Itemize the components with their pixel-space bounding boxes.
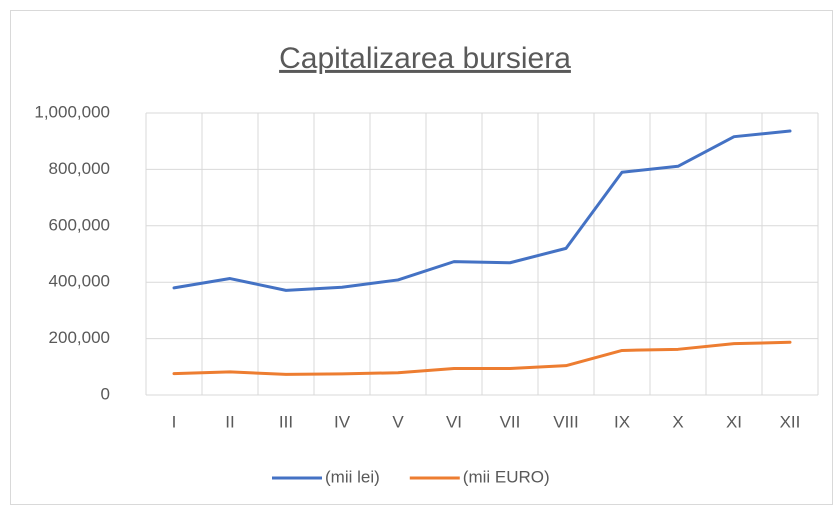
- y-tick-label: 1,000,000: [34, 102, 110, 121]
- y-tick-label: 400,000: [49, 272, 110, 291]
- x-tick-label: V: [392, 412, 404, 431]
- x-tick-label: I: [172, 412, 177, 431]
- series-line: [172, 129, 792, 292]
- x-tick-label: X: [672, 412, 683, 431]
- x-tick-label: III: [279, 412, 293, 431]
- legend-label: (mii EURO): [463, 467, 550, 486]
- legend-label: (mii lei): [325, 467, 380, 486]
- x-tick-label: VII: [500, 412, 521, 431]
- x-tick-label: VIII: [553, 412, 579, 431]
- x-tick-label: IV: [334, 412, 351, 431]
- chart-title: Capitalizarea bursiera: [279, 42, 571, 75]
- y-tick-label: 200,000: [49, 328, 110, 347]
- x-tick-label: XII: [780, 412, 801, 431]
- x-tick-label: II: [225, 412, 234, 431]
- series-line: [172, 340, 792, 376]
- x-tick-label: XI: [726, 412, 742, 431]
- chart-border: [10, 10, 833, 505]
- y-tick-label: 800,000: [49, 159, 110, 178]
- y-tick-label: 600,000: [49, 215, 110, 234]
- x-tick-label: VI: [446, 412, 462, 431]
- y-tick-label: 0: [101, 384, 110, 403]
- x-tick-label: IX: [614, 412, 630, 431]
